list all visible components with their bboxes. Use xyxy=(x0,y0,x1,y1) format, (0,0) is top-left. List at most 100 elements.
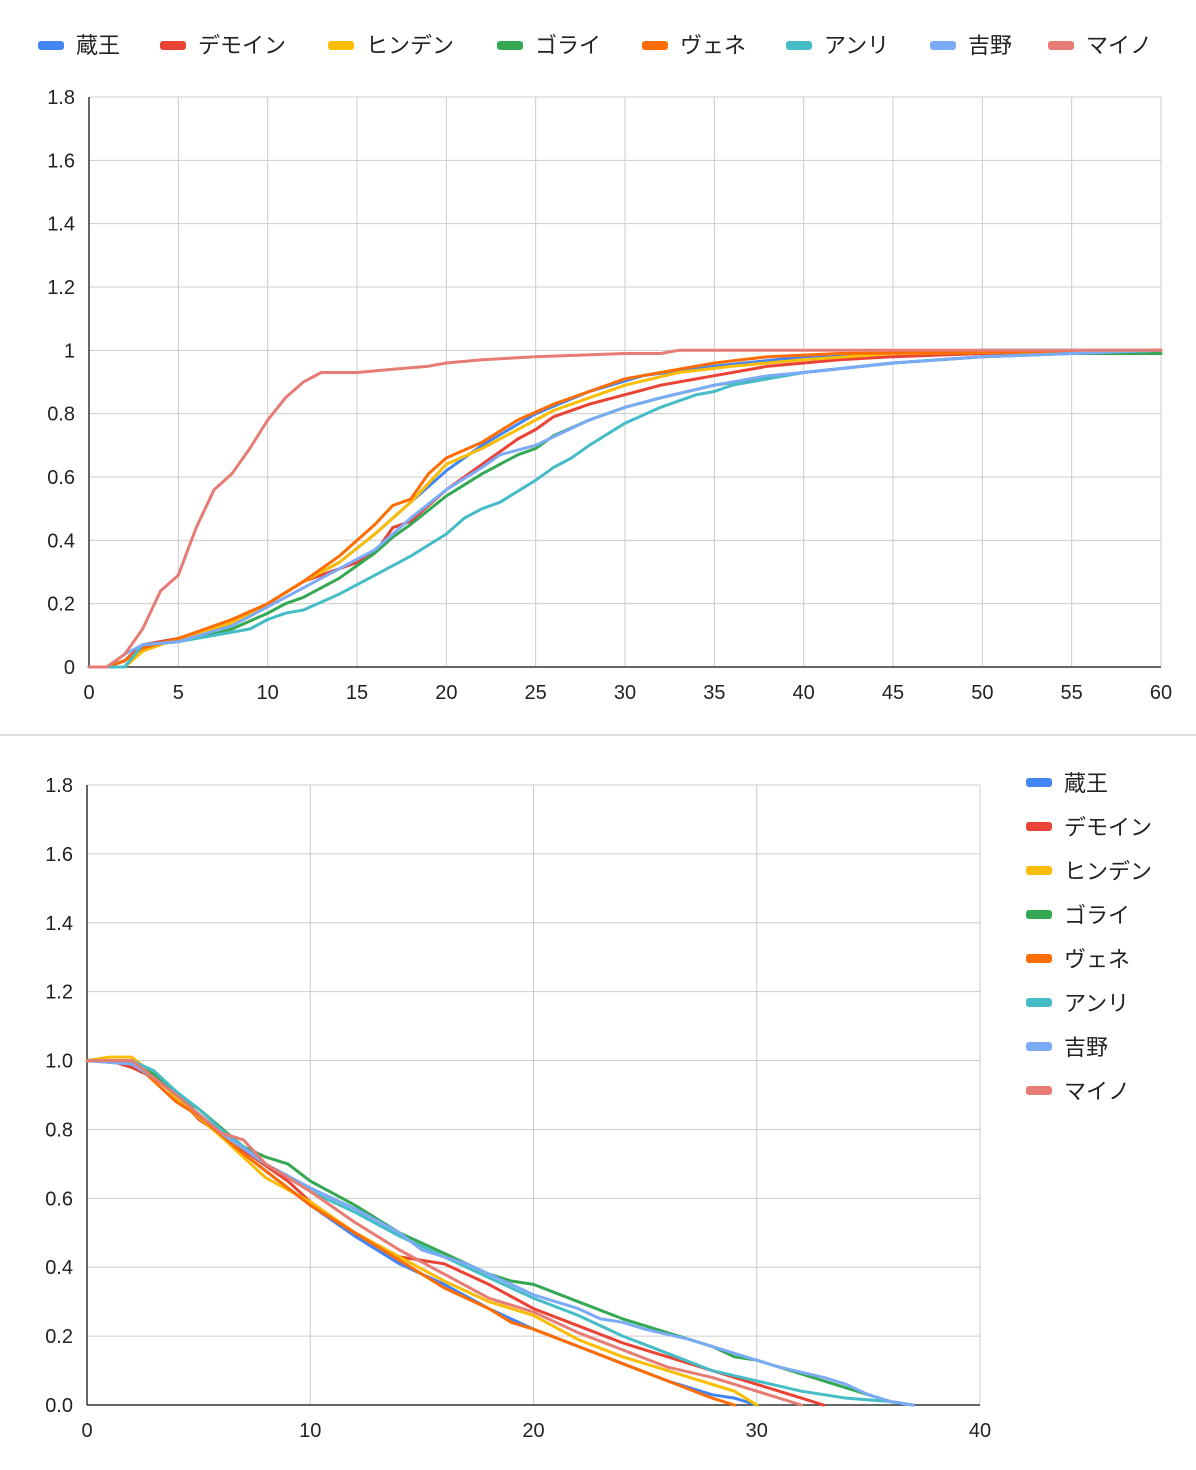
legend-label: ヴェネ xyxy=(680,34,746,59)
y-tick-label: 0.6 xyxy=(47,467,75,489)
series-line xyxy=(87,348,1163,669)
legend-item[interactable]: 蔵王 xyxy=(38,34,120,59)
series-line xyxy=(85,1059,915,1407)
legend-swatch xyxy=(642,41,668,50)
x-tick-label: 10 xyxy=(257,682,279,704)
y-tick-label: 1.2 xyxy=(45,982,73,1004)
legend-item[interactable]: デモイン xyxy=(160,34,286,59)
y-tick-label: 0.6 xyxy=(45,1188,73,1210)
x-tick-label: 30 xyxy=(614,682,636,704)
y-tick-label: 1.0 xyxy=(45,1051,73,1073)
x-tick-label: 50 xyxy=(971,682,993,704)
series-line xyxy=(87,348,1163,669)
legend-item[interactable]: ゴライ xyxy=(497,34,601,59)
x-tick-label: 40 xyxy=(969,1420,991,1442)
legend-swatch xyxy=(1026,954,1052,963)
y-tick-label: 1.4 xyxy=(47,214,75,236)
y-tick-label: 0.2 xyxy=(45,1326,73,1348)
legend-swatch xyxy=(1026,1042,1052,1051)
x-tick-label: 25 xyxy=(525,682,547,704)
legend-swatch xyxy=(497,41,523,50)
y-tick-label: 0.2 xyxy=(47,594,75,616)
legend-swatch xyxy=(786,41,812,50)
x-tick-label: 60 xyxy=(1150,682,1172,704)
x-tick-label: 0 xyxy=(83,682,94,704)
legend-item[interactable]: 蔵王 xyxy=(1026,772,1108,797)
y-tick-label: 0.8 xyxy=(45,1119,73,1141)
legend-label: アンリ xyxy=(1064,992,1129,1017)
legend-item[interactable]: アンリ xyxy=(1026,992,1129,1017)
series-line xyxy=(87,348,1163,669)
x-tick-label: 10 xyxy=(299,1420,321,1442)
legend-label: マイノ xyxy=(1064,1080,1130,1105)
x-tick-label: 5 xyxy=(173,682,184,704)
y-tick-label: 1.6 xyxy=(45,844,73,866)
legend-item[interactable]: ヒンデン xyxy=(328,34,454,59)
y-tick-label: 0 xyxy=(64,657,75,679)
y-tick-label: 0.4 xyxy=(47,530,75,552)
x-tick-label: 20 xyxy=(522,1420,544,1442)
y-tick-label: 1 xyxy=(64,340,75,362)
x-tick-label: 0 xyxy=(81,1420,92,1442)
series-line xyxy=(85,1059,803,1407)
legend-label: アンリ xyxy=(824,34,889,59)
x-tick-label: 15 xyxy=(346,682,368,704)
legend-item[interactable]: アンリ xyxy=(786,34,889,59)
legend-item[interactable]: デモイン xyxy=(1026,816,1152,841)
y-tick-label: 1.2 xyxy=(47,277,75,299)
series-line xyxy=(85,1059,915,1407)
x-tick-label: 40 xyxy=(793,682,815,704)
legend-swatch xyxy=(1026,866,1052,875)
legend-swatch xyxy=(38,41,64,50)
series-line xyxy=(87,348,1163,669)
legend-label: ゴライ xyxy=(535,34,601,59)
y-tick-label: 1.4 xyxy=(45,913,73,935)
legend-label: 蔵王 xyxy=(1064,772,1108,797)
legend-swatch xyxy=(930,41,956,50)
legend-label: マイノ xyxy=(1086,34,1152,59)
legend-item[interactable]: ヴェネ xyxy=(1026,948,1130,973)
legend-swatch xyxy=(1026,1086,1052,1095)
legend-item[interactable]: ヴェネ xyxy=(642,34,746,59)
legend-item[interactable]: ヒンデン xyxy=(1026,860,1152,885)
top-line-chart: 0 5 10 15 20 25 30 35 40 45 50 55 60 0 0.2 0.4 0.6 0.8 1 1.… xyxy=(38,34,1172,704)
y-tick-label: 0.0 xyxy=(45,1395,73,1417)
legend-swatch xyxy=(1048,41,1074,50)
series-line xyxy=(87,348,1163,669)
x-tick-label: 55 xyxy=(1061,682,1083,704)
y-tick-label: 1.8 xyxy=(45,775,73,797)
legend-label: 吉野 xyxy=(1064,1036,1108,1061)
legend-item[interactable]: 吉野 xyxy=(930,34,1012,59)
y-tick-label: 1.6 xyxy=(47,150,75,172)
legend-swatch xyxy=(1026,910,1052,919)
legend-label: 吉野 xyxy=(968,34,1012,59)
legend-label: ヒンデン xyxy=(1064,860,1152,885)
legend-item[interactable]: ゴライ xyxy=(1026,904,1130,929)
legend-swatch xyxy=(160,41,186,50)
series-line xyxy=(85,1059,915,1407)
x-tick-label: 20 xyxy=(435,682,457,704)
legend-label: ゴライ xyxy=(1064,904,1130,929)
x-tick-label: 30 xyxy=(746,1420,768,1442)
legend-label: ヒンデン xyxy=(366,34,454,59)
y-tick-label: 1.8 xyxy=(47,87,75,109)
y-tick-label: 0.4 xyxy=(45,1257,73,1279)
legend-item[interactable]: マイノ xyxy=(1026,1080,1130,1105)
legend-item[interactable]: 吉野 xyxy=(1026,1036,1108,1061)
legend-label: ヴェネ xyxy=(1064,948,1130,973)
legend-label: デモイン xyxy=(198,34,286,59)
legend-swatch xyxy=(1026,822,1052,831)
y-tick-label: 0.8 xyxy=(47,404,75,426)
legend-swatch xyxy=(1026,998,1052,1007)
legend-item[interactable]: マイノ xyxy=(1048,34,1152,59)
legend-swatch xyxy=(328,41,354,50)
x-tick-label: 45 xyxy=(882,682,904,704)
legend-label: 蔵王 xyxy=(76,34,120,59)
series-line xyxy=(85,1059,736,1407)
legend-swatch xyxy=(1026,778,1052,787)
bottom-line-chart: 0 10 20 30 40 0.0 0.2 0.4 0.6 0.8 1.0 1.2 1.4 1.6 1.8 蔵… xyxy=(45,772,1152,1442)
legend: 蔵王 デモイン ヒンデン ゴライ ヴェネ アンリ 吉野 マイノ xyxy=(38,34,1152,59)
legend-label: デモイン xyxy=(1064,816,1152,841)
